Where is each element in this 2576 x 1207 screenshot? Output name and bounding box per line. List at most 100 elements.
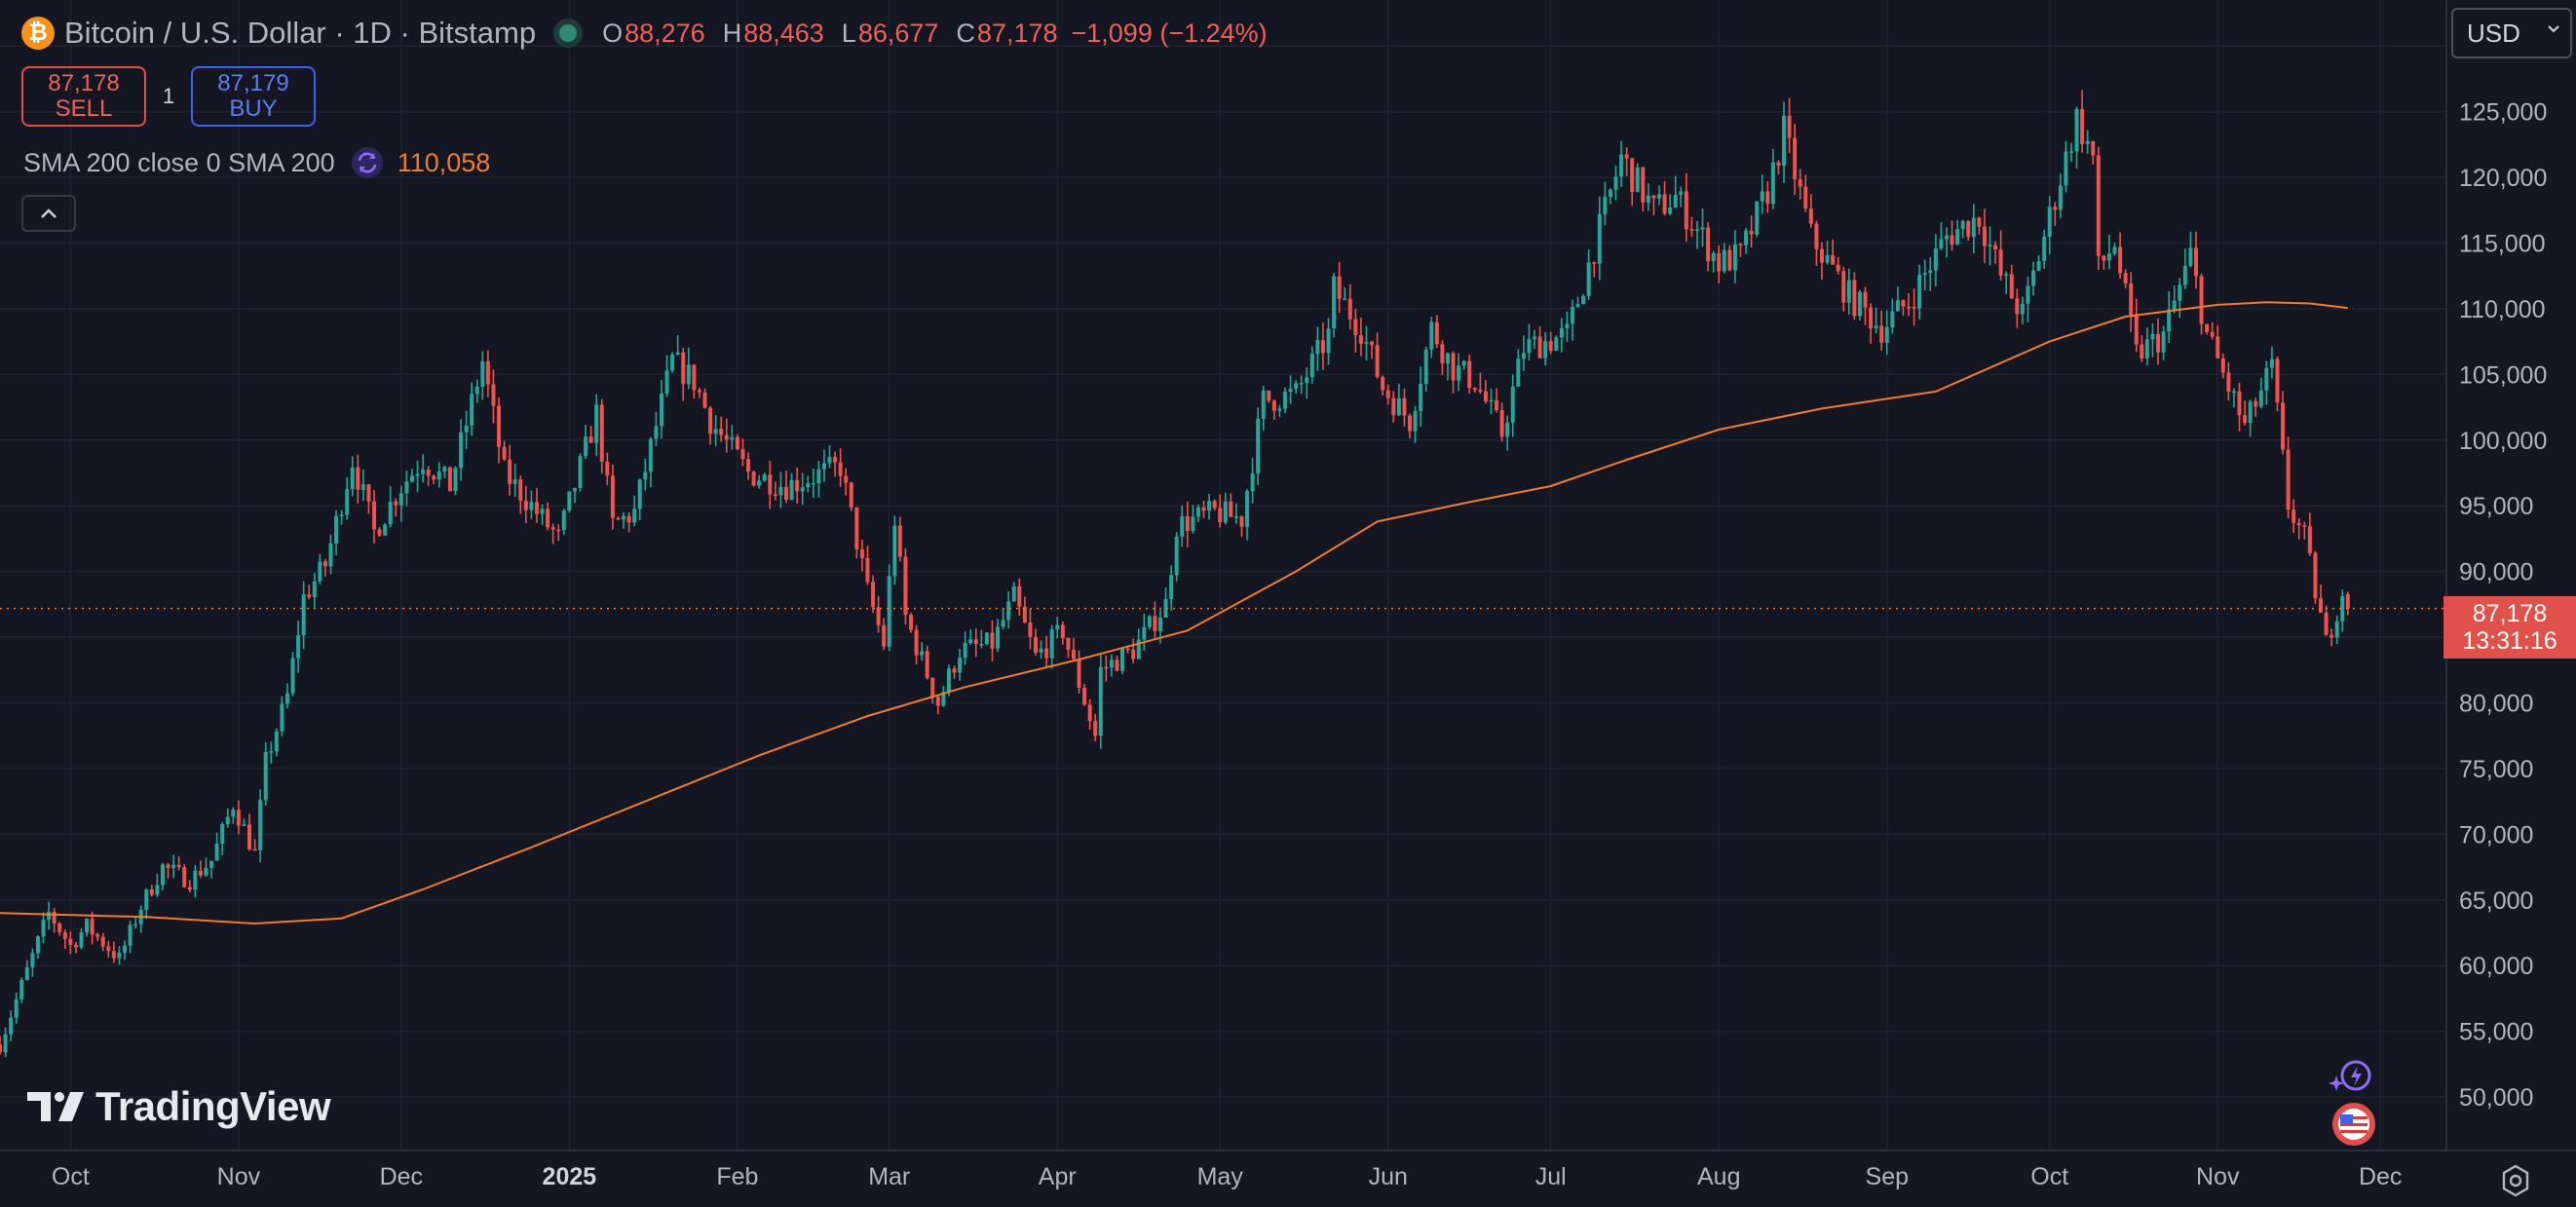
candle-body [1732, 244, 1737, 271]
candle-body [1174, 536, 1179, 576]
symbol-title[interactable]: Bitcoin / U.S. Dollar · 1D · Bitstamp [64, 16, 537, 50]
price-tick-label: 90,000 [2459, 559, 2533, 586]
candle-body [746, 459, 751, 472]
buy-button[interactable]: 87,179 BUY [191, 66, 316, 127]
candle-body [2275, 358, 2280, 403]
collapse-legend-button[interactable] [21, 195, 76, 232]
ohlc-high-key: H [722, 18, 742, 48]
candle-body [1700, 227, 1705, 230]
currency-dropdown[interactable]: USD [2451, 8, 2572, 58]
candle-body [1706, 227, 1711, 262]
price-chart[interactable] [0, 0, 2445, 1150]
candle-body [334, 515, 339, 544]
ohlc-close-key: C [956, 18, 975, 48]
candle-body [290, 658, 295, 694]
candle-body [1717, 252, 1722, 272]
candle-body [2134, 315, 2139, 345]
candle-body [2286, 449, 2291, 510]
candle-body [144, 889, 149, 910]
candle-body [1277, 408, 1282, 411]
candle-body [1131, 649, 1136, 660]
candle-body [1760, 191, 1764, 202]
candle-body [1309, 354, 1314, 378]
ohlc-close-value: 87,178 [976, 18, 1058, 48]
candle-body [1391, 397, 1396, 416]
candle-body [155, 885, 160, 895]
candle-body [176, 864, 181, 868]
candle-body [508, 459, 512, 484]
candle-body [366, 484, 371, 502]
candle-body [220, 823, 225, 845]
indicator-label[interactable]: SMA 200 close 0 SMA 200 [23, 147, 335, 177]
candle-body [713, 429, 718, 434]
candle-body [432, 475, 436, 480]
candle-body [1630, 158, 1635, 193]
price-axis[interactable]: 50,000 55,000 60,000 65,000 70,000 75,000 80,0… [2447, 0, 2576, 1150]
candle-body [1451, 353, 1456, 381]
candle-body [724, 434, 729, 440]
candle-body [111, 951, 116, 959]
candle-body [1017, 585, 1022, 607]
price-scale[interactable]: 50,000 55,000 60,000 65,000 70,000 75,000 80,0… [2445, 0, 2576, 1150]
candle-body [280, 703, 284, 732]
candle-body [1478, 390, 1483, 392]
candle-body [648, 438, 653, 472]
candle-body [740, 449, 745, 460]
candle-body [1457, 365, 1461, 381]
plot-area[interactable]: ₿ Bitcoin / U.S. Dollar · 1D · Bitstamp … [0, 0, 2445, 1150]
ai-assistant-icon[interactable] [2327, 1058, 2377, 1097]
time-axis[interactable]: Oct Nov Dec 2025 Feb Mar Apr May Jun Jul Aug Sep Oct… [0, 1151, 2445, 1202]
candle-body [795, 479, 800, 492]
candle-body [1770, 162, 1775, 205]
candle-body [1998, 249, 2003, 276]
market-status-icon[interactable] [559, 24, 578, 42]
candle-body [1125, 648, 1130, 651]
symbol-legend[interactable]: ₿ Bitcoin / U.S. Dollar · 1D · Bitstamp … [21, 16, 1279, 51]
candle-body [242, 824, 246, 826]
price-change: −1,099 (−1.24%) [1071, 18, 1268, 48]
price-tick-label: 60,000 [2459, 953, 2533, 980]
candle-body [1988, 245, 1992, 246]
candle-body [1694, 229, 1699, 231]
candle-body [2053, 207, 2058, 210]
time-tick-label: Dec [2359, 1163, 2402, 1190]
candle-body [1256, 419, 1261, 474]
tradingview-logo[interactable]: TradingView [27, 1083, 331, 1130]
candle-body [1033, 636, 1038, 653]
candle-body [1440, 344, 1445, 364]
trade-panel: 87,178 SELL 1 87,179 BUY [21, 66, 316, 127]
candle-body [1267, 390, 1271, 401]
price-tick-label: 95,000 [2459, 493, 2533, 520]
sell-button[interactable]: 87,178 SELL [21, 66, 146, 127]
candle-body [1890, 311, 1895, 327]
candle-body [2172, 300, 2177, 310]
candle-body [941, 692, 946, 706]
candle-body [2091, 140, 2096, 156]
candle-body [231, 810, 236, 817]
sma-indicator-legend[interactable]: SMA 200 close 0 SMA 200 110,058 [23, 146, 490, 179]
candle-body [236, 810, 241, 826]
candle-body [1239, 516, 1244, 527]
time-scale[interactable]: Oct Nov Dec 2025 Feb Mar Apr May Jun Jul Aug Sep Oct… [0, 1150, 2576, 1202]
candle-body [1104, 666, 1109, 669]
candle-body [773, 494, 777, 497]
candle-body [1098, 666, 1103, 736]
candle-body [19, 979, 24, 1000]
us-flag-events-icon[interactable] [2329, 1101, 2379, 1148]
candle-body [1955, 229, 1960, 245]
candle-body [350, 467, 355, 490]
candle-body [2210, 331, 2215, 337]
candle-body [1136, 639, 1141, 660]
candle-body [1869, 307, 1874, 328]
settings-icon[interactable] [2498, 1163, 2533, 1198]
sync-icon[interactable] [351, 146, 384, 179]
candle-body [2036, 261, 2041, 271]
candle-body [1201, 507, 1206, 511]
candle-body [128, 924, 133, 946]
candle-body [1282, 392, 1288, 409]
candle-body [2123, 273, 2128, 283]
candle-body [2231, 391, 2236, 394]
candle-body [681, 352, 686, 385]
candle-body [1489, 399, 1494, 402]
